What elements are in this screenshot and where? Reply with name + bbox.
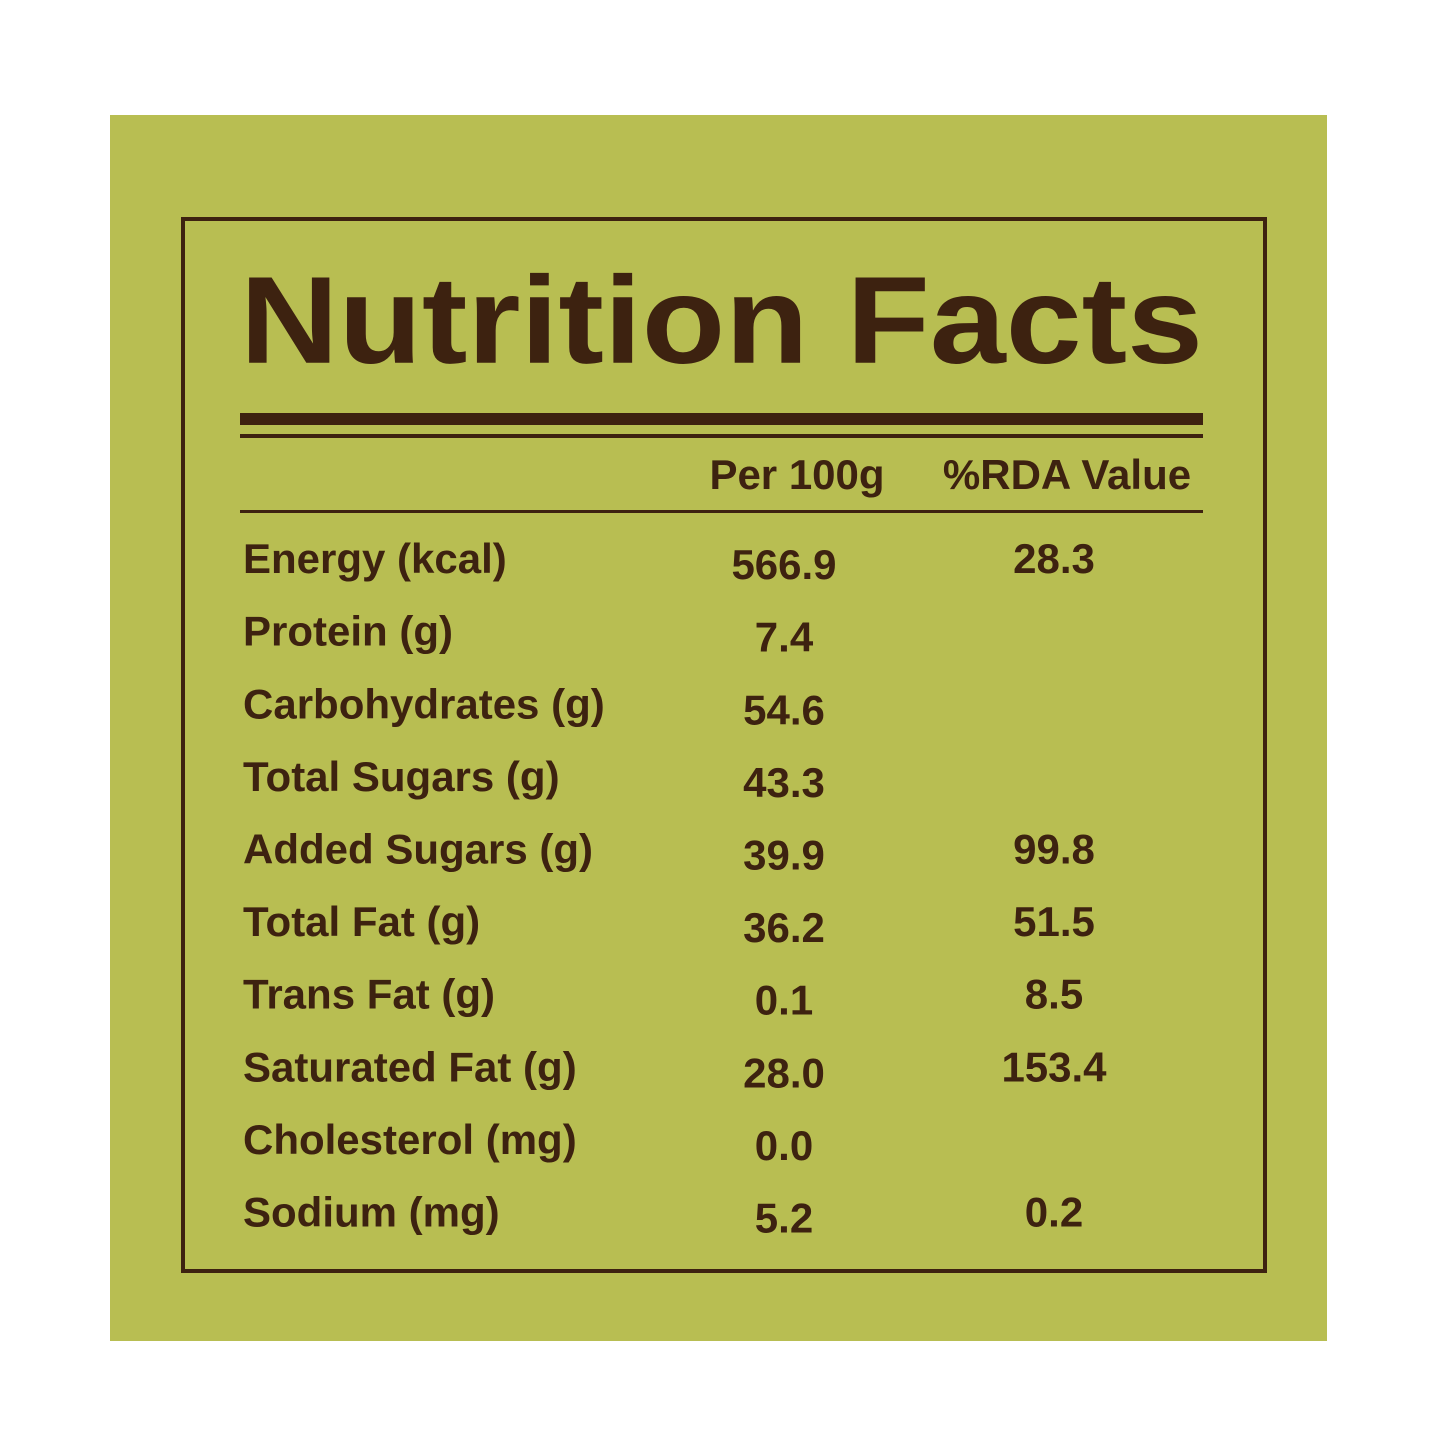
column-header: Per 100g [709,451,884,498]
rule-header [240,510,1203,513]
rda-value: 28.3 [1013,535,1095,582]
nutrient-name: Sodium (mg) [243,1188,500,1235]
per-100g-value: 0.1 [755,977,813,1024]
rda-value: 0.2 [1025,1188,1083,1235]
rda-value: 153.4 [1001,1043,1107,1090]
nutrient-name: Energy (kcal) [243,535,507,582]
per-100g-value: 5.2 [755,1194,813,1241]
nutrient-name: Trans Fat (g) [243,971,495,1018]
rda-value: 99.8 [1013,825,1095,872]
per-100g-value: 7.4 [755,614,814,661]
rda-value: 8.5 [1025,971,1083,1018]
per-100g-value: 566.9 [731,541,836,588]
per-100g-value: 39.9 [743,831,825,878]
per-100g-value: 54.6 [743,686,825,733]
rda-value: 51.5 [1013,898,1095,945]
nutrient-name: Carbohydrates (g) [243,680,605,727]
rule-thick [240,413,1203,425]
nutrient-name: Added Sugars (g) [243,825,593,872]
per-100g-value: 0.0 [755,1122,813,1169]
frame [181,217,1267,1273]
nutrient-name: Cholesterol (mg) [243,1116,577,1163]
per-100g-value: 28.0 [743,1049,825,1096]
title: Nutrition Facts [240,252,1203,390]
nutrient-name: Total Fat (g) [243,898,480,945]
panel [110,115,1327,1341]
column-header: %RDA Value [943,451,1191,498]
per-100g-value: 36.2 [743,904,825,951]
rule-thin [240,434,1203,438]
nutrient-name: Protein (g) [243,608,453,655]
nutrient-name: Saturated Fat (g) [243,1043,577,1090]
per-100g-value: 43.3 [743,759,825,806]
nutrient-name: Total Sugars (g) [243,753,560,800]
